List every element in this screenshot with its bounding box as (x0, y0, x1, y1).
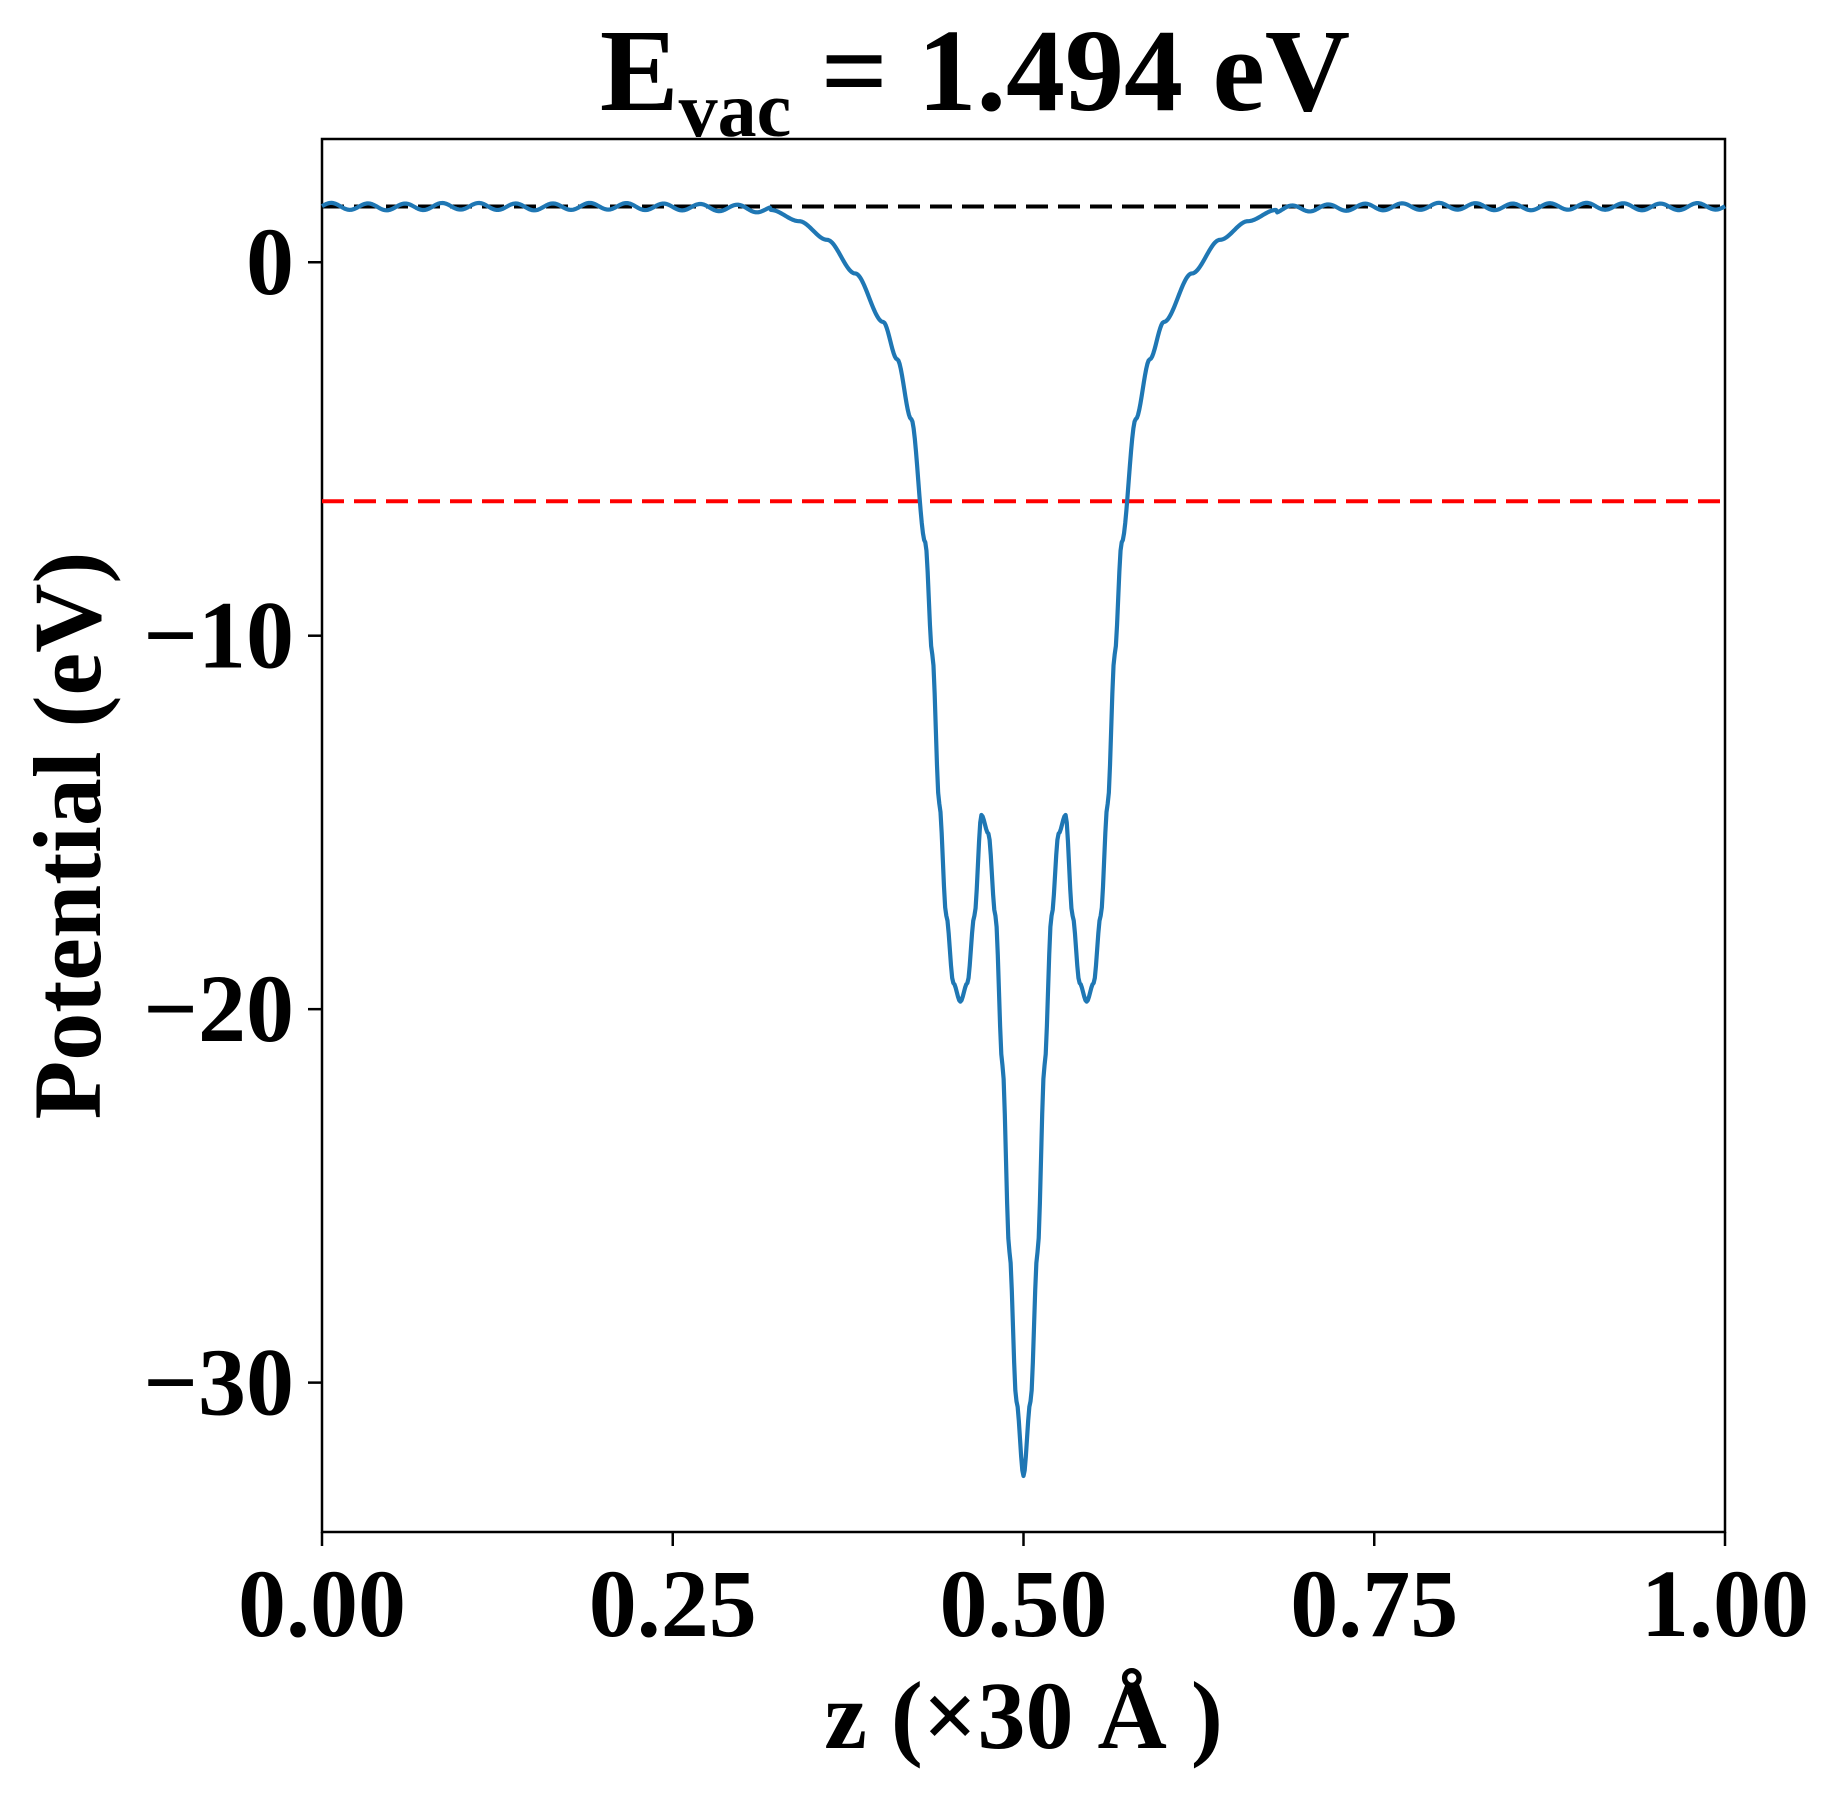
x-tick-label-0: 0.00 (238, 1550, 406, 1657)
x-tick-label-4: 1.00 (1641, 1550, 1809, 1657)
chart-title: Evac = 1.494 eV (600, 5, 1350, 153)
series-layer (320, 200, 1727, 1479)
plot-frame (320, 137, 1727, 1534)
y-tick-label-2: −20 (143, 955, 294, 1062)
chart-title-main: E (600, 5, 679, 136)
y-tick-label-0: 0 (246, 208, 294, 315)
x-axis-title: z (×30 Å ) (824, 1662, 1223, 1769)
y-ticks: 0 −10 −20 −30 (143, 208, 322, 1436)
x-tick-label-2: 0.50 (940, 1550, 1108, 1657)
reference-lines (322, 204, 1725, 504)
y-tick-label-3: −30 (143, 1329, 294, 1436)
x-tick-label-3: 0.75 (1290, 1550, 1458, 1657)
y-axis-title: Potential (eV) (14, 552, 121, 1120)
x-tick-label-1: 0.25 (589, 1550, 757, 1657)
series-line-0 (320, 200, 1727, 1479)
chart-title-rest: = 1.494 eV (791, 5, 1350, 136)
plot-area: 0.00 0.25 0.50 0.75 1.00 0 −10 −20 −30 (143, 137, 1809, 1657)
x-ticks: 0.00 0.25 0.50 0.75 1.00 (238, 1532, 1809, 1657)
y-tick-label-1: −10 (143, 582, 294, 689)
